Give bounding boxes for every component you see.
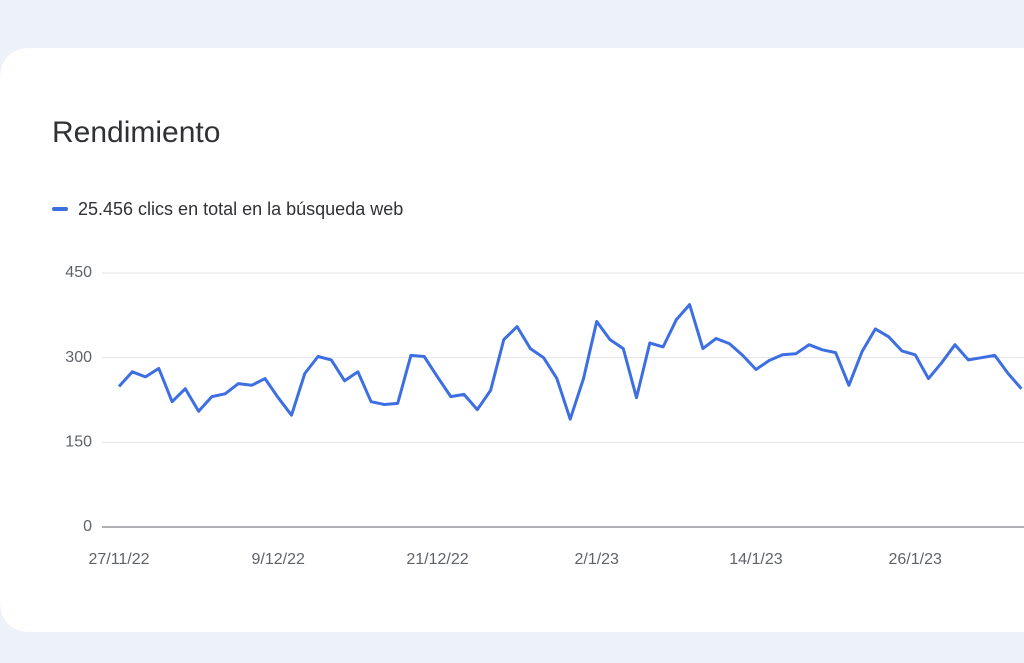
y-tick-label: 150 <box>65 434 92 451</box>
x-tick-label: 2/1/23 <box>574 551 619 568</box>
y-tick-label: 450 <box>65 264 92 281</box>
y-tick-label: 0 <box>83 518 92 535</box>
x-tick-label: 9/12/22 <box>252 551 305 568</box>
plot: 0 150 300 450 27/11/22 9/12/22 21/12/22 2/1/23 1… <box>65 264 1024 568</box>
card <box>0 48 1024 632</box>
legend: 25.456 clics en total en la búsqueda web <box>52 199 403 219</box>
x-tick-label: 26/1/23 <box>889 551 942 568</box>
x-tick-label: 27/11/22 <box>88 551 149 568</box>
card-title: Rendimiento <box>52 116 220 149</box>
x-tick-label: 14/1/23 <box>729 551 782 568</box>
series-line <box>117 303 1023 421</box>
x-tick-label: 21/12/22 <box>406 551 468 568</box>
y-tick-label: 300 <box>65 349 92 366</box>
legend-label: 25.456 clics en total en la búsqueda web <box>78 199 403 219</box>
